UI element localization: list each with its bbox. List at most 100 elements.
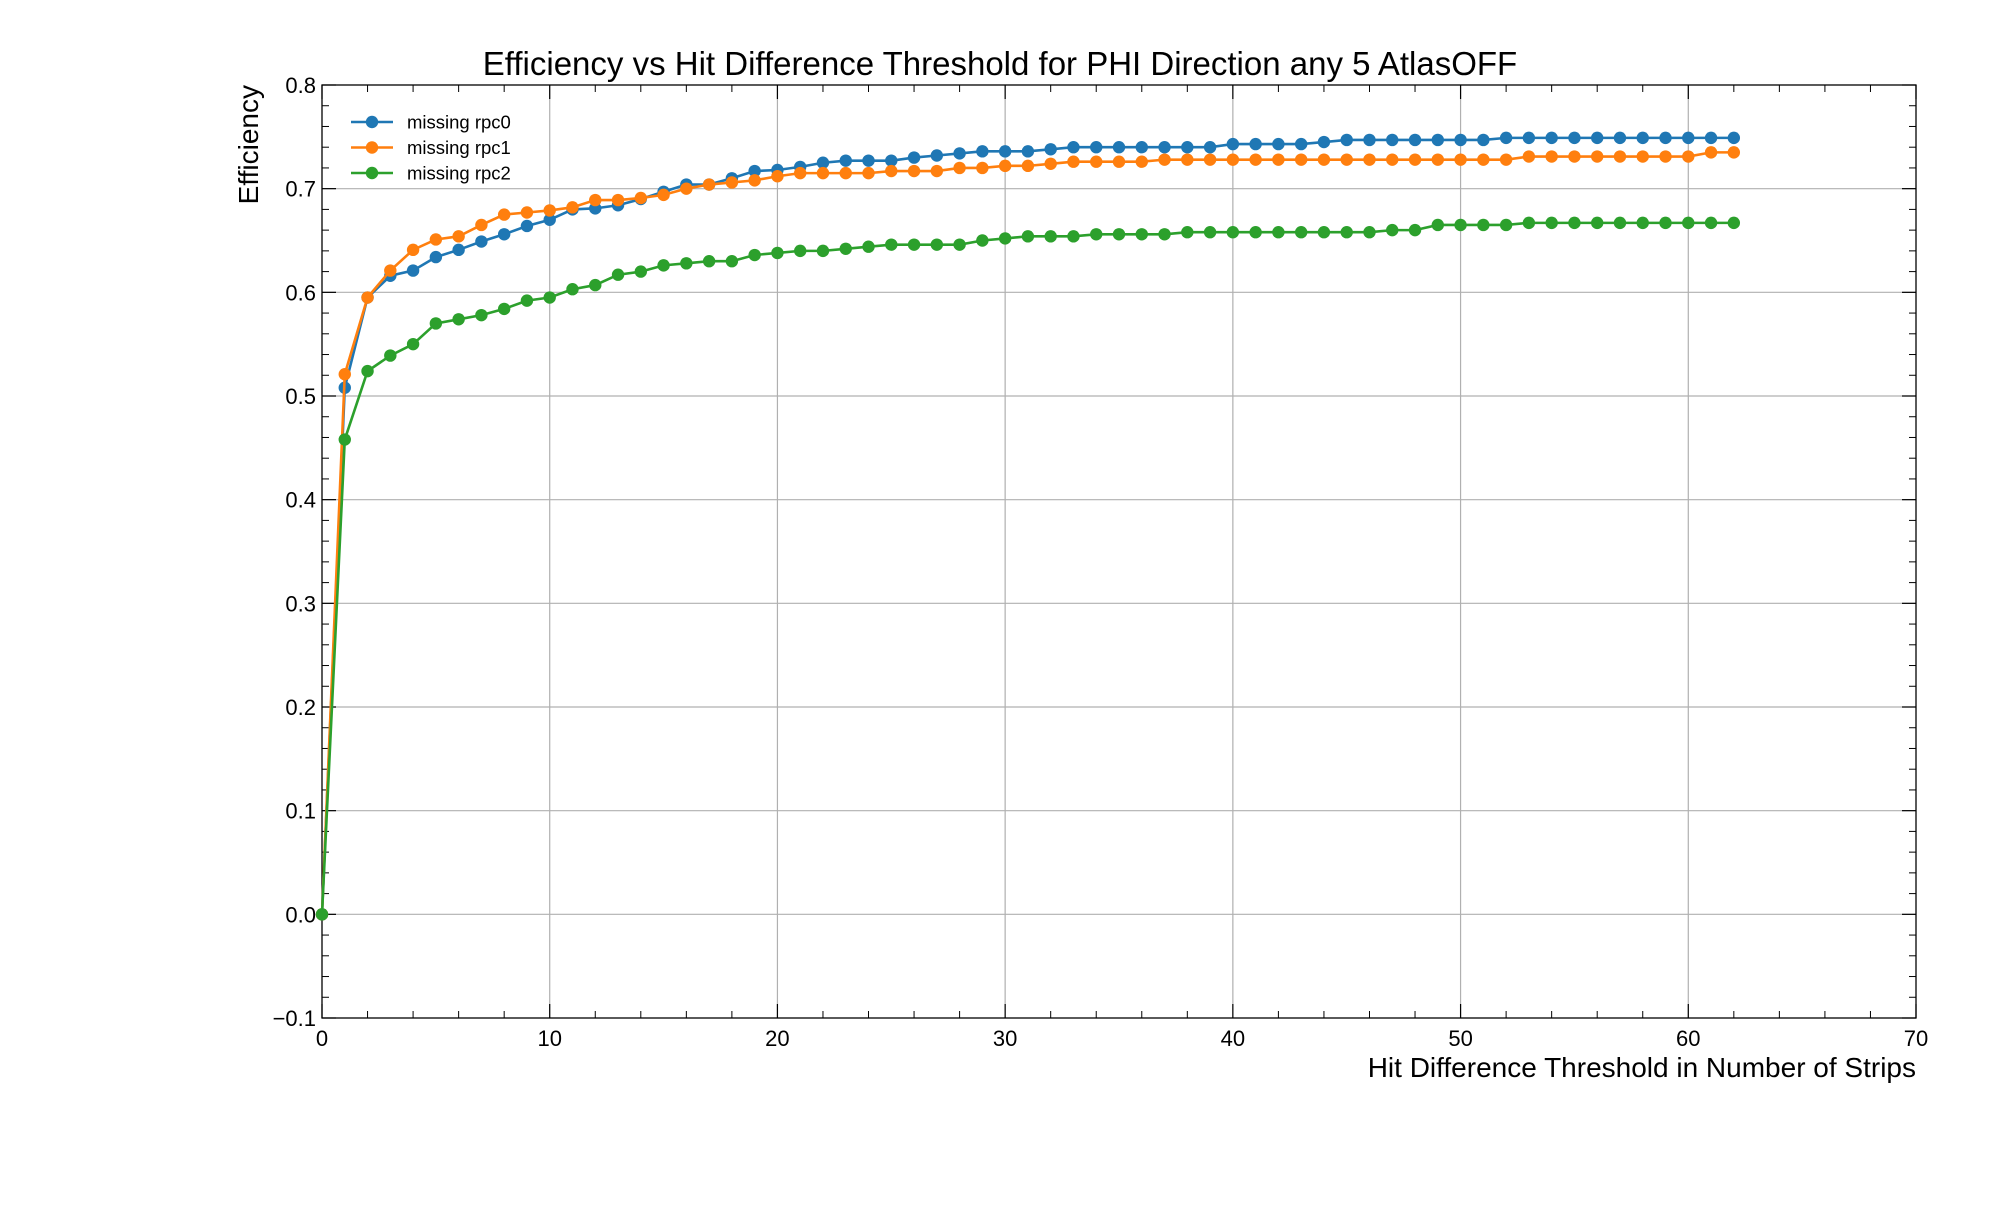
data-point [1477,218,1490,232]
chart-title: Efficiency vs Hit Difference Threshold f… [483,45,1517,82]
data-point [1659,131,1672,145]
data-point [702,255,716,268]
y-tick-label: 0.0 [285,902,316,927]
x-tick-label: 70 [1904,1026,1928,1051]
data-point [657,259,670,272]
axes-layer: 0 10 20 30 40 50 60 70 −0.1 0.0 0.1 0.2 0.3 0.4 0.5 0.6… [273,73,1929,1051]
data-point [1363,133,1376,147]
grid-layer [322,85,1916,1018]
data-point [1203,226,1217,239]
data-point [1454,133,1467,147]
data-point [953,147,966,160]
x-tick-label: 30 [993,1026,1017,1051]
data-point [406,264,420,277]
data-point [1249,226,1262,239]
x-tick-label: 50 [1448,1026,1472,1051]
data-point [1613,150,1627,163]
data-point [1727,146,1741,159]
data-point [1408,153,1422,166]
data-point [361,291,374,304]
x-axis-title: Hit Difference Threshold in Number of St… [1368,1052,1916,1083]
data-point [1545,216,1558,230]
y-tick-label: 0.7 [285,177,316,202]
data-point [1568,131,1581,145]
series-missing-rpc2 [315,216,1741,921]
legend-entry: missing rpc0 [351,112,511,133]
data-point [1613,216,1627,230]
data-point [862,166,875,180]
data-point [839,154,852,167]
data-point [976,234,989,247]
data-point [429,233,443,246]
data-point [1090,141,1103,154]
data-point [589,278,602,292]
x-tick-label: 20 [765,1026,789,1051]
data-point [1090,155,1103,168]
data-point [680,182,693,195]
legend-marker [365,115,379,129]
data-point [1591,131,1604,145]
y-axis-title: Efficiency [233,85,264,204]
data-point [725,176,739,189]
x-tick-label: 40 [1221,1026,1245,1051]
data-point [1568,150,1581,163]
data-point [976,145,989,158]
data-point [839,242,852,255]
x-tick-label: 10 [537,1026,561,1051]
y-tick-label: 0.6 [285,280,316,305]
data-point [384,264,397,277]
data-point [1226,153,1240,166]
data-point [907,151,921,164]
data-point [1522,131,1536,145]
data-point [1203,153,1217,166]
data-point [1135,155,1148,168]
legend-label: missing rpc0 [407,112,511,133]
series-missing-rpc1 [315,146,1741,921]
data-point [1067,230,1080,243]
data-point [1591,216,1604,230]
data-point [1704,216,1718,230]
x-tick-label: 0 [316,1026,328,1051]
data-point [1682,131,1695,145]
data-point [520,206,534,219]
data-point [1135,228,1148,241]
data-point [429,317,443,330]
data-point [998,232,1012,245]
data-point [907,238,921,251]
data-point [497,302,511,316]
data-point [1682,216,1695,230]
data-point [520,294,534,307]
data-point [1044,157,1057,170]
data-point [1545,131,1558,145]
data-point [406,337,420,351]
data-point [771,246,784,260]
data-point [1294,137,1308,151]
data-point [748,174,761,187]
data-point [1272,153,1285,166]
data-point [475,235,488,248]
y-tick-label: 0.5 [285,384,316,409]
data-point [1067,141,1080,154]
data-point [748,248,761,262]
data-point [1704,146,1718,159]
data-point [885,238,898,251]
data-point [657,188,670,202]
y-tick-label: 0.8 [285,73,316,98]
data-point [1431,133,1445,147]
data-point [930,164,944,178]
data-point [1181,153,1194,166]
data-point [1272,137,1285,151]
data-point [680,257,693,270]
data-point [1340,133,1353,147]
data-point [953,238,966,251]
data-point [998,159,1012,173]
data-point [497,208,511,221]
data-point [1226,137,1240,151]
data-point [1158,228,1171,241]
data-point [1181,226,1194,239]
data-point [1636,131,1649,145]
data-point [1363,226,1376,239]
data-point [543,291,556,304]
data-point [930,238,944,251]
